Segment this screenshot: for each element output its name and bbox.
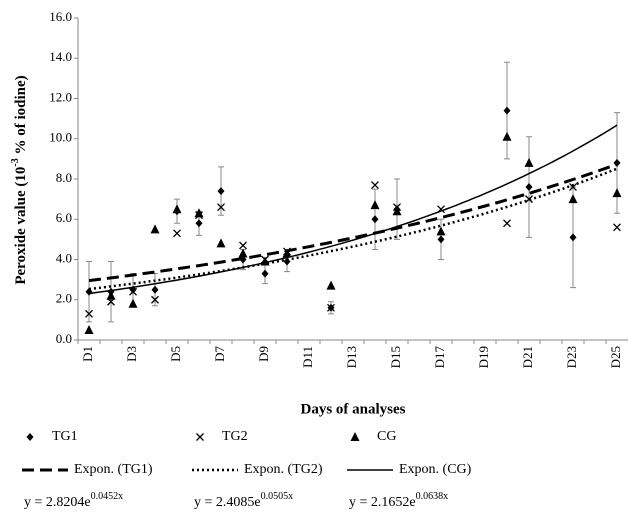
x-tick-label: D3 xyxy=(124,346,139,362)
marker-triangle xyxy=(350,432,360,441)
trend-equation: y = 2.8204e0.0452x xyxy=(24,491,123,510)
marker-triangle xyxy=(106,290,116,300)
marker-diamond xyxy=(195,219,203,228)
equation-base: y = 2.8204e xyxy=(24,495,91,510)
x-tick-label: D19 xyxy=(476,346,491,368)
y-tick-label: 6.0 xyxy=(56,210,72,225)
y-tick-label: 12.0 xyxy=(49,89,72,104)
y-title-main: Peroxide value (10 xyxy=(13,167,29,285)
y-tick-label: 8.0 xyxy=(56,170,72,185)
marker-diamond xyxy=(151,285,159,294)
x-tick-label: D21 xyxy=(520,346,535,368)
x-tick-label: D1 xyxy=(80,346,95,362)
equation-exponent: 0.0638x xyxy=(416,491,449,502)
equation-exponent: 0.0505x xyxy=(261,491,294,502)
equation-exponent: 0.0452x xyxy=(91,491,124,502)
marker-cross xyxy=(217,203,225,212)
y-tick-label: 4.0 xyxy=(56,250,72,265)
x-tick-label: D7 xyxy=(212,346,227,362)
x-tick-label: D23 xyxy=(564,346,579,368)
legend-trend-label: Expon. (TG2) xyxy=(244,462,323,477)
marker-diamond xyxy=(569,233,577,242)
x-tick-label: D15 xyxy=(388,346,403,368)
y-tick-label: 10.0 xyxy=(49,130,72,145)
y-title-sup: -3 xyxy=(10,158,21,166)
trend-equation: y = 2.4085e0.0505x xyxy=(194,491,293,510)
marker-triangle xyxy=(436,226,446,236)
marker-cross xyxy=(503,219,511,228)
legend-trend-label: Expon. (CG) xyxy=(399,462,472,477)
marker-triangle xyxy=(370,200,380,210)
marker-triangle xyxy=(172,204,182,214)
x-tick-label: D5 xyxy=(168,346,183,362)
marker-cross xyxy=(327,303,335,312)
y-tick-label: 0.0 xyxy=(56,331,72,346)
x-tick-label: D25 xyxy=(608,346,623,368)
legend-label: CG xyxy=(377,429,396,444)
marker-cross xyxy=(239,241,247,250)
x-tick-label: D9 xyxy=(256,346,271,362)
trend-line xyxy=(88,162,618,283)
marker-triangle xyxy=(238,248,248,258)
marker-cross xyxy=(196,433,204,441)
marker-triangle xyxy=(282,248,292,258)
marker-diamond xyxy=(217,187,225,196)
marker-diamond xyxy=(613,158,621,167)
equation-base: y = 2.1652e xyxy=(349,495,416,510)
marker-diamond xyxy=(26,433,34,441)
marker-triangle xyxy=(568,194,578,204)
marker-diamond xyxy=(261,269,269,278)
marker-cross xyxy=(85,309,93,318)
marker-cross xyxy=(129,287,137,296)
equation-base: y = 2.4085e xyxy=(194,495,261,510)
marker-cross xyxy=(613,223,621,232)
marker-triangle xyxy=(260,256,270,266)
marker-triangle xyxy=(502,131,512,141)
y-tick-label: 14.0 xyxy=(49,49,72,64)
marker-diamond xyxy=(503,106,511,115)
marker-triangle xyxy=(150,224,160,234)
marker-diamond xyxy=(525,183,533,192)
y-tick-label: 2.0 xyxy=(56,291,72,306)
x-tick-label: D17 xyxy=(432,346,447,369)
marker-cross xyxy=(371,181,379,189)
x-tick-label: D13 xyxy=(344,346,359,368)
y-title-end: % of iodine) xyxy=(13,75,29,158)
marker-triangle xyxy=(392,206,402,216)
y-tick-label: 16.0 xyxy=(49,9,72,24)
marker-triangle xyxy=(84,324,94,334)
marker-diamond xyxy=(437,235,445,244)
marker-triangle xyxy=(216,238,226,248)
marker-triangle xyxy=(194,208,204,218)
marker-triangle xyxy=(326,280,336,290)
legend-trend-label: Expon. (TG1) xyxy=(74,462,153,477)
marker-cross xyxy=(569,183,577,192)
marker-diamond xyxy=(371,215,379,224)
marker-triangle xyxy=(612,188,622,198)
trend-equation: y = 2.1652e0.0638x xyxy=(349,491,448,510)
x-axis-title: Days of analyses xyxy=(300,401,405,417)
trend-line xyxy=(88,124,618,295)
marker-cross xyxy=(151,295,159,304)
y-axis-title: Peroxide value (10-3 % of iodine) xyxy=(10,75,29,284)
marker-triangle xyxy=(128,298,138,308)
marker-cross xyxy=(173,229,181,238)
x-tick-label: D11 xyxy=(300,346,315,368)
marker-triangle xyxy=(524,157,534,167)
legend-label: TG2 xyxy=(222,429,248,444)
legend-label: TG1 xyxy=(52,429,78,444)
